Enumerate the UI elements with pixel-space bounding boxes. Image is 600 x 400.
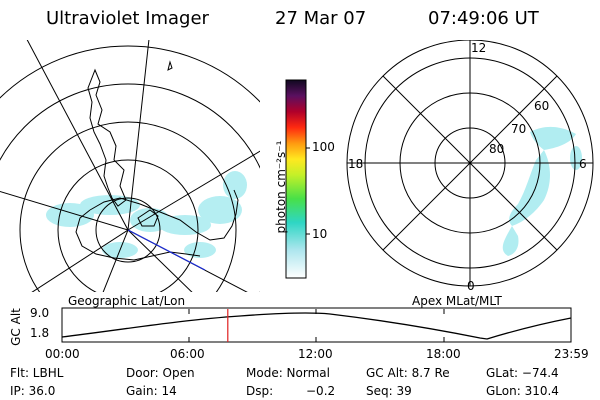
time-tick-0600: 06:00 xyxy=(170,347,205,361)
time-tick-2359: 23:59 xyxy=(554,347,589,361)
colorbar-tick-10: 10 xyxy=(312,227,328,241)
magnetic-map: 12 18 6 0 60 70 80 xyxy=(346,40,594,292)
geo-longitude-status: GLon: 310.4 xyxy=(486,384,559,398)
altitude-curve xyxy=(61,312,572,340)
altitude-time-ticks xyxy=(61,309,572,342)
colorbar-gradient xyxy=(285,79,307,279)
time-tick-0000: 00:00 xyxy=(45,347,80,361)
time-tick-1200: 12:00 xyxy=(298,347,333,361)
dsp-value: −0.2 xyxy=(306,384,336,398)
mlt-label-12: 12 xyxy=(471,41,486,55)
app-title: Ultraviolet Imager xyxy=(46,8,209,29)
image-time: 07:49:06 UT xyxy=(428,8,539,29)
time-tick-1800: 18:00 xyxy=(426,347,461,361)
mlt-label-0: 0 xyxy=(467,279,475,292)
left-map-caption: Geographic Lat/Lon xyxy=(68,294,186,308)
altitude-tick-bottom: 1.8 xyxy=(30,326,50,340)
mode-status: Mode: Normal xyxy=(246,366,330,380)
gc-altitude-status: GC Alt: 8.7 Re xyxy=(366,366,450,380)
geographic-map xyxy=(0,40,260,292)
mlat-label-70: 70 xyxy=(511,122,526,136)
mlt-label-18: 18 xyxy=(348,157,363,171)
altitude-plot xyxy=(61,307,572,343)
track-line xyxy=(127,229,206,271)
lat-lon-grid xyxy=(0,40,260,292)
mlt-label-6: 6 xyxy=(579,157,587,171)
ip-status: IP: 36.0 xyxy=(10,384,56,398)
mlat-label-80: 80 xyxy=(489,142,504,156)
right-map-caption: Apex MLat/MLT xyxy=(412,294,502,308)
dsp-label: Dsp: xyxy=(246,384,274,398)
image-date: 27 Mar 07 xyxy=(275,8,367,29)
mlat-mlt-grid xyxy=(346,40,594,287)
aurora-emission-right xyxy=(502,126,582,256)
altitude-tick-top: 9.0 xyxy=(30,306,50,320)
filter-status: Flt: LBHL xyxy=(10,366,64,380)
gain-status: Gain: 14 xyxy=(126,384,177,398)
colorbar-tick-100: 100 xyxy=(312,140,335,154)
door-status: Door: Open xyxy=(126,366,195,380)
mlat-label-60: 60 xyxy=(534,99,549,113)
altitude-axis-label: GC Alt xyxy=(9,308,23,346)
colorbar xyxy=(285,79,310,279)
sequence-status: Seq: 39 xyxy=(366,384,412,398)
coastline xyxy=(75,60,239,261)
geo-latitude-status: GLat: −74.4 xyxy=(486,366,559,380)
colorbar-unit-label: photon cm⁻²s⁻¹ xyxy=(274,140,288,234)
